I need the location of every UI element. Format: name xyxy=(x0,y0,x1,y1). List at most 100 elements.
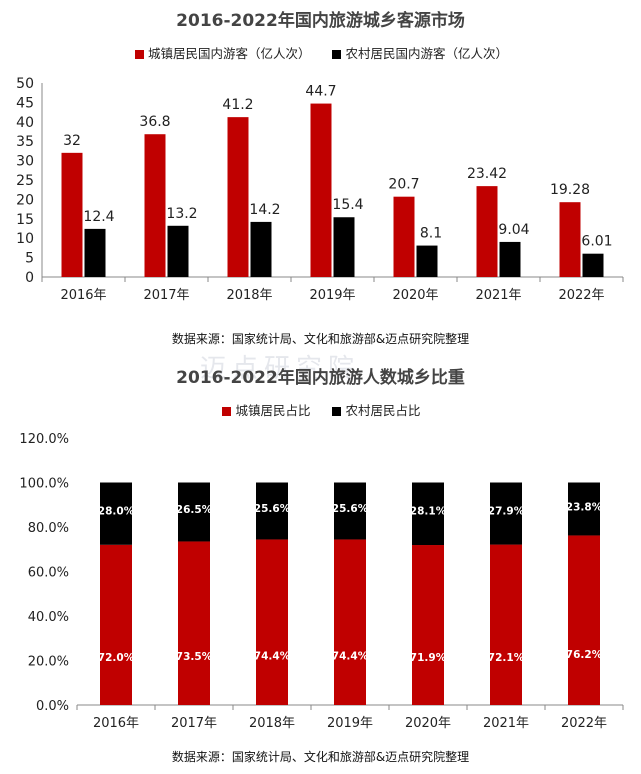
data-label-urban: 19.28 xyxy=(550,182,590,198)
y-tick-label: 25 xyxy=(16,173,34,189)
y-tick-label: 100.0% xyxy=(19,477,69,492)
bar-urban xyxy=(144,134,166,277)
bar-urban xyxy=(476,186,498,277)
data-label-rural: 15.4 xyxy=(332,197,363,213)
y-tick-label: 60.0% xyxy=(28,566,69,581)
legend-swatch-urban-share xyxy=(222,407,232,416)
x-tick-label: 2018年 xyxy=(249,716,295,731)
chart1-title: 2016-2022年国内旅游城乡客源市场 xyxy=(176,11,465,31)
data-label-rural: 6.01 xyxy=(581,234,612,250)
bar-segment-rural xyxy=(568,482,600,536)
x-tick-label: 2022年 xyxy=(561,716,607,731)
data-label-rural: 28.0% xyxy=(98,506,135,518)
bar-urban xyxy=(310,103,332,278)
x-tick-label: 2020年 xyxy=(392,288,438,303)
data-label-urban: 74.4% xyxy=(254,650,291,662)
y-tick-label: 10 xyxy=(16,231,34,247)
data-label-rural: 8.1 xyxy=(420,226,442,242)
bar-segment-urban xyxy=(490,544,522,705)
data-label-urban: 41.2 xyxy=(222,97,253,113)
data-label-urban: 74.4% xyxy=(332,650,369,662)
bar-rural xyxy=(84,228,106,277)
data-label-urban: 73.5% xyxy=(176,651,213,663)
bar-segment-urban xyxy=(334,539,366,705)
y-tick-label: 45 xyxy=(16,95,34,111)
data-label-rural: 13.2 xyxy=(166,206,197,222)
data-label-rural: 25.6% xyxy=(254,503,291,515)
y-tick-label: 80.0% xyxy=(28,521,69,536)
bar-rural xyxy=(167,225,189,277)
data-label-rural: 14.2 xyxy=(249,202,280,218)
data-label-urban: 20.7 xyxy=(388,177,419,193)
bar-rural xyxy=(582,253,604,277)
bar-rural xyxy=(333,217,355,277)
chart1-source: 数据来源：国家统计局、文化和旅游部&迈点研究院整理 xyxy=(171,332,470,346)
x-tick-label: 2017年 xyxy=(143,288,189,303)
bar-urban xyxy=(393,196,415,277)
chart2-legend: 城镇居民占比 农村居民占比 xyxy=(0,400,641,419)
x-tick-label: 2021年 xyxy=(475,288,521,303)
data-label-rural: 23.8% xyxy=(566,501,603,513)
y-tick-label: 5 xyxy=(25,251,34,267)
legend-label-rural-share: 农村居民占比 xyxy=(345,403,421,418)
bar-segment-urban xyxy=(412,545,444,705)
bar-urban xyxy=(227,117,249,277)
chart1-plot: 0 5 10 15 20 25 30 35 40 45 50 2016年 32 12.4 2017年 36.8… xyxy=(16,76,624,303)
data-label-rural: 9.04 xyxy=(498,222,529,238)
y-tick-label: 0.0% xyxy=(36,699,69,714)
y-tick-label: 0 xyxy=(25,270,34,286)
data-label-urban: 32 xyxy=(63,133,81,149)
data-label-urban: 72.1% xyxy=(488,652,525,664)
bar-rural xyxy=(499,241,521,277)
x-tick-label: 2016年 xyxy=(93,716,139,731)
legend-label-urban-share: 城镇居民占比 xyxy=(235,403,311,418)
bar-urban xyxy=(61,152,83,277)
y-tick-label: 20.0% xyxy=(28,655,69,670)
y-tick-label: 30 xyxy=(16,154,34,170)
bar-segment-urban xyxy=(100,544,132,705)
data-label-urban: 76.2% xyxy=(566,649,603,661)
legend-item-rural-share: 农村居民占比 xyxy=(330,403,421,418)
bar-segment-rural xyxy=(412,482,444,546)
data-label-urban: 72.0% xyxy=(98,652,135,664)
data-label-rural: 26.5% xyxy=(176,504,213,516)
x-tick-label: 2018年 xyxy=(226,288,272,303)
y-tick-label: 15 xyxy=(16,212,34,228)
legend-label-urban: 城镇居民国内游客（亿人次） xyxy=(147,46,311,61)
legend-label-rural: 农村居民国内游客（亿人次） xyxy=(345,46,508,61)
data-label-rural: 27.9% xyxy=(488,505,525,517)
y-tick-label: 20 xyxy=(16,192,34,208)
x-tick-label: 2019年 xyxy=(327,716,373,731)
bar-rural xyxy=(416,245,438,277)
data-label-urban: 36.8 xyxy=(139,114,170,130)
bar-segment-urban xyxy=(178,541,210,705)
x-tick-label: 2017年 xyxy=(171,716,217,731)
bar-rural xyxy=(250,221,272,277)
bar-segment-rural xyxy=(490,482,522,545)
data-label-urban: 71.9% xyxy=(410,652,447,664)
y-tick-label: 40.0% xyxy=(28,610,69,625)
bar-segment-rural xyxy=(334,482,366,540)
data-label-urban: 44.7 xyxy=(305,84,336,100)
bar-urban xyxy=(559,202,581,277)
data-label-rural: 28.1% xyxy=(410,506,447,518)
legend-item-urban-share: 城镇居民占比 xyxy=(220,403,311,418)
x-tick-label: 2021年 xyxy=(483,716,529,731)
chart2-title: 2016-2022年国内旅游人数城乡比重 xyxy=(176,368,465,388)
legend-swatch-rural-share xyxy=(332,407,342,416)
chart2-source: 数据来源：国家统计局、文化和旅游部&迈点研究院整理 xyxy=(171,750,470,764)
data-label-rural: 25.6% xyxy=(332,503,369,515)
bar-segment-urban xyxy=(568,535,600,705)
y-tick-label: 50 xyxy=(16,76,34,92)
x-tick-label: 2020年 xyxy=(405,716,451,731)
x-tick-label: 2019年 xyxy=(309,288,355,303)
bar-segment-rural xyxy=(178,482,210,542)
legend-item-urban: 城镇居民国内游客（亿人次） xyxy=(133,46,311,61)
bar-segment-urban xyxy=(256,539,288,705)
bar-segment-rural xyxy=(256,482,288,540)
legend-item-rural: 农村居民国内游客（亿人次） xyxy=(330,46,508,61)
legend-swatch-urban xyxy=(134,50,144,59)
y-tick-label: 35 xyxy=(16,134,34,150)
legend-swatch-rural xyxy=(332,50,342,59)
